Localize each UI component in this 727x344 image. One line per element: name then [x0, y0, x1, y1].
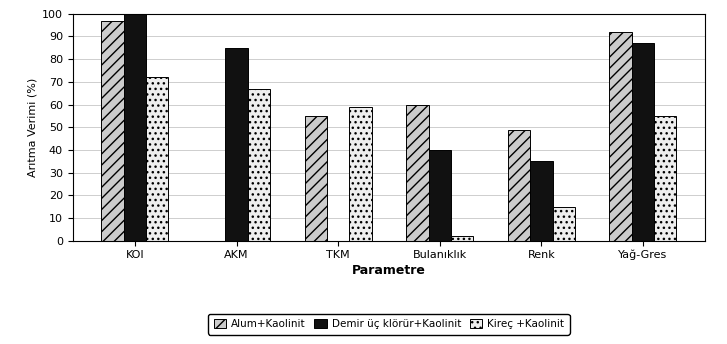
Bar: [451, 236, 473, 241]
Bar: [102, 21, 124, 241]
Bar: [632, 43, 654, 241]
Bar: [609, 32, 632, 241]
Bar: [225, 48, 248, 241]
Y-axis label: Arıtma Verimi (%): Arıtma Verimi (%): [28, 78, 38, 177]
Bar: [553, 207, 575, 241]
Bar: [507, 130, 530, 241]
Bar: [124, 14, 146, 241]
Bar: [248, 89, 270, 241]
Bar: [350, 107, 371, 241]
Bar: [305, 116, 327, 241]
Bar: [428, 150, 451, 241]
Legend: Alum+Kaolinit, Demir üç klörür+Kaolinit, Kireç +Kaolinit: Alum+Kaolinit, Demir üç klörür+Kaolinit,…: [209, 314, 569, 334]
Bar: [146, 77, 169, 241]
X-axis label: Parametre: Parametre: [352, 265, 426, 278]
Bar: [654, 116, 676, 241]
Bar: [406, 105, 428, 241]
Bar: [530, 161, 553, 241]
